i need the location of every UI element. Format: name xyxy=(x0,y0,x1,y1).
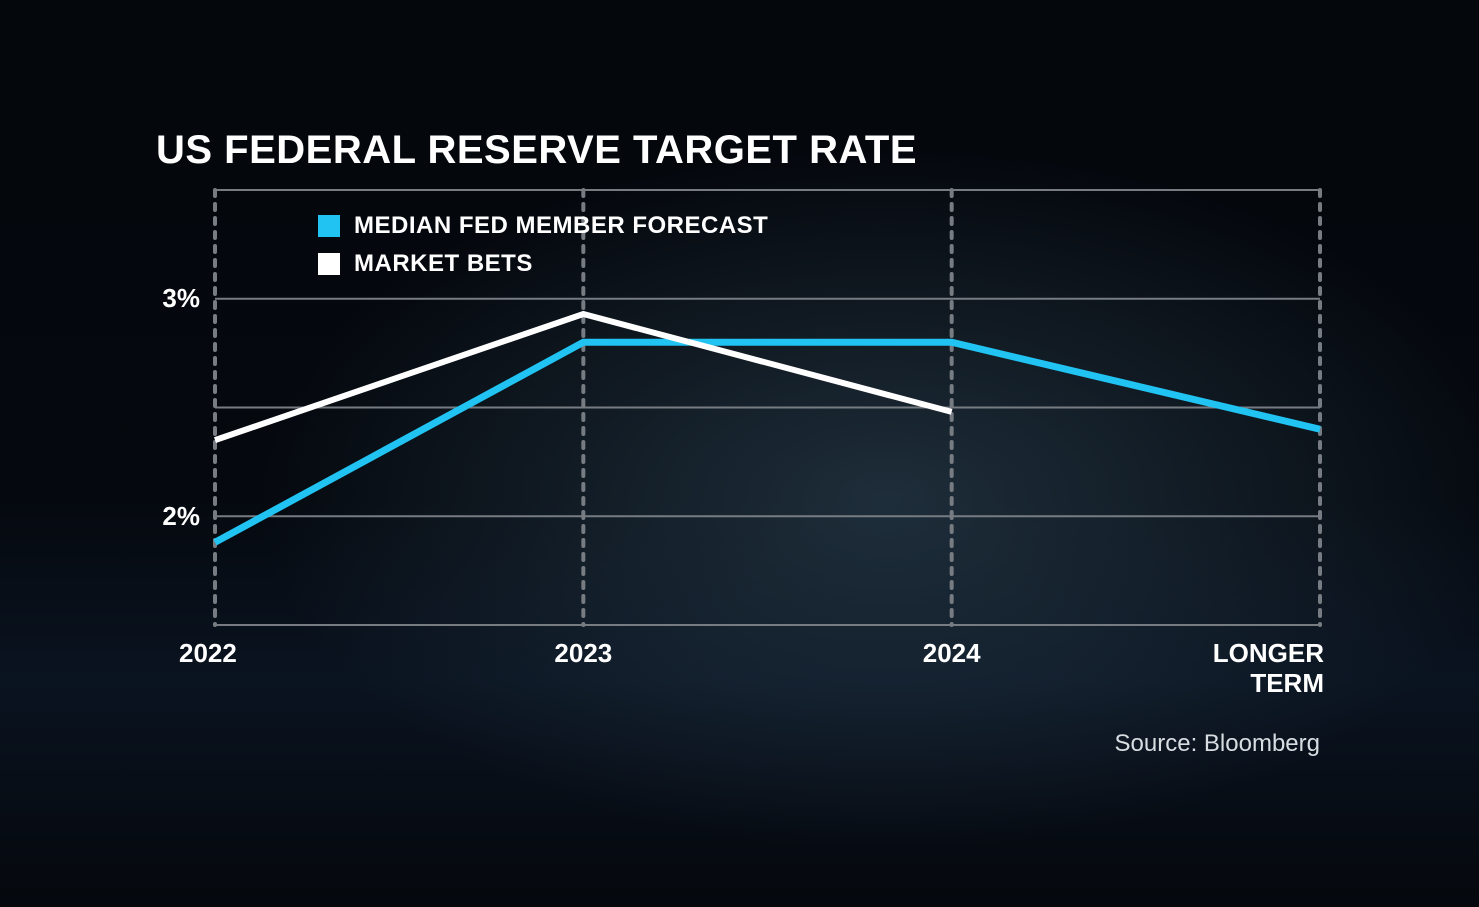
x-axis-tick-label: LONGER TERM xyxy=(1124,639,1324,699)
legend-item: MEDIAN FED MEMBER FORECAST xyxy=(318,212,768,240)
legend-label: MARKET BETS xyxy=(354,250,533,278)
x-axis-tick-label: 2024 xyxy=(852,639,1052,669)
x-axis-tick-label: 2023 xyxy=(483,639,683,669)
chart-stage: US FEDERAL RESERVE TARGET RATE MEDIAN FE… xyxy=(0,0,1479,907)
source-attribution: Source: Bloomberg xyxy=(1115,730,1320,758)
legend-swatch xyxy=(318,215,340,237)
legend-item: MARKET BETS xyxy=(318,250,768,278)
chart-title: US FEDERAL RESERVE TARGET RATE xyxy=(156,128,917,173)
legend-label: MEDIAN FED MEMBER FORECAST xyxy=(354,212,768,240)
y-axis-tick-label: 3% xyxy=(145,283,200,314)
y-axis-tick-label: 2% xyxy=(145,501,200,532)
chart-legend: MEDIAN FED MEMBER FORECAST MARKET BETS xyxy=(318,212,768,288)
x-axis-tick-label: 2022 xyxy=(179,639,379,669)
legend-swatch xyxy=(318,253,340,275)
